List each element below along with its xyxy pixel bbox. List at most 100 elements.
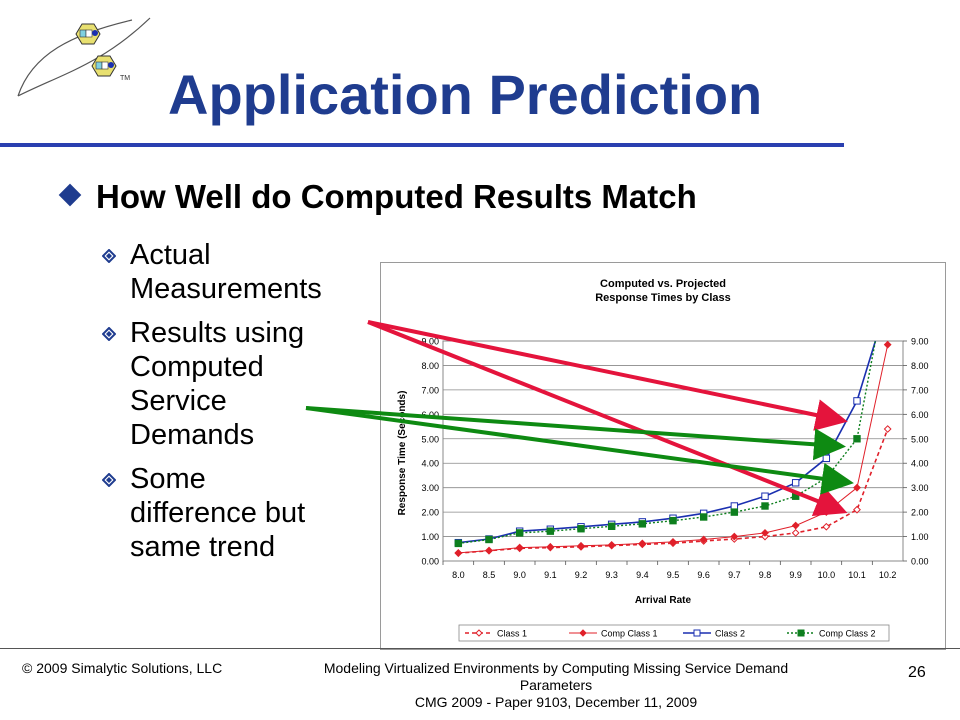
legend-label: Class 1 (497, 629, 527, 639)
sub-bullet-line: Demands (130, 419, 255, 451)
x-tick-label: 8.0 (452, 570, 465, 580)
y-axis-label: Response Time (Seconds) (397, 391, 408, 516)
x-tick-label: 9.4 (636, 570, 649, 580)
x-tick-label: 10.1 (848, 570, 866, 580)
data-point (730, 532, 739, 541)
y-tick-label-left: 2.00 (421, 508, 439, 518)
data-point (485, 535, 493, 544)
legend-label: Comp Class 2 (819, 629, 876, 639)
data-point (822, 474, 831, 482)
y-tick-label-left: 9.00 (421, 337, 439, 347)
logo-hexagon-bottom (91, 55, 117, 77)
y-tick-label-right: 4.00 (911, 459, 929, 469)
y-tick-label-right: 3.00 (911, 483, 929, 493)
data-point (791, 521, 800, 530)
sub-bullet-icon (102, 327, 116, 341)
company-logo: TM (17, 17, 151, 97)
y-tick-label-left: 6.00 (421, 410, 439, 420)
sub-bullet-list: Actual Measurements Results using Comput… (102, 238, 362, 574)
legend-swatch-marker (579, 629, 587, 637)
chart-subtitle: Response Times by Class (595, 292, 731, 304)
series-line (458, 428, 889, 554)
x-tick-label: 9.9 (789, 570, 802, 580)
x-tick-label: 10.0 (818, 570, 836, 580)
x-tick-label: 9.3 (605, 570, 618, 580)
data-point (454, 539, 463, 548)
sub-bullet-computed: Results using Computed Service Demands (102, 316, 362, 452)
y-tick-label-right: 2.00 (911, 508, 929, 518)
x-tick-label: 9.2 (575, 570, 588, 580)
x-tick-label: 9.8 (759, 570, 772, 580)
x-tick-label: 9.5 (667, 570, 680, 580)
data-point (853, 397, 861, 405)
data-point (607, 522, 616, 530)
sub-bullet-line: Service (130, 385, 227, 417)
logo-swoosh (17, 17, 151, 97)
legend-item: Comp Class 1 (569, 629, 658, 639)
x-tick-label: 10.2 (879, 570, 897, 580)
footer-line-2: CMG 2009 - Paper 9103, December 11, 2009 (414, 694, 698, 710)
data-point (485, 546, 493, 555)
y-tick-label-left: 1.00 (421, 532, 439, 542)
sub-bullet-line: Computed (130, 351, 264, 383)
diamond-bullet-icon (58, 183, 82, 207)
y-tick-label-right: 0.00 (911, 557, 929, 567)
sub-bullet-actual: Actual Measurements (102, 238, 362, 306)
y-tick-label-right: 6.00 (911, 410, 929, 420)
y-tick-label-right: 9.00 (911, 337, 929, 347)
chart-frame: Computed vs. Projected Response Times by… (380, 262, 946, 650)
sub-bullet-difference: Some difference but same trend (102, 462, 362, 564)
data-point (883, 340, 892, 349)
sub-bullet-line: Actual (130, 239, 211, 271)
data-point (546, 542, 555, 551)
data-point (454, 549, 463, 557)
y-tick-label-right: 1.00 (911, 532, 929, 542)
x-tick-label: 9.1 (544, 570, 557, 580)
plot-area (442, 340, 904, 562)
y-tick-label-right: 5.00 (911, 434, 929, 444)
data-point (761, 492, 769, 500)
x-tick-label: 9.7 (728, 570, 741, 580)
sub-bullet-line: Measurements (130, 273, 322, 305)
y-tick-label-left: 0.00 (421, 557, 439, 567)
y-tick-label-right: 7.00 (911, 385, 929, 395)
chart-title: Computed vs. Projected (600, 278, 726, 290)
data-point (791, 479, 800, 487)
response-time-chart: Computed vs. Projected Response Times by… (397, 278, 929, 642)
title-divider (0, 143, 844, 147)
x-axis-label: Arrival Rate (635, 595, 692, 606)
legend-label: Comp Class 1 (601, 629, 658, 639)
sub-bullet-line: same trend (130, 531, 276, 563)
data-point (730, 502, 739, 510)
legend-item: Class 2 (683, 629, 745, 639)
data-point (515, 529, 524, 537)
data-point (699, 513, 708, 521)
data-point (577, 525, 585, 533)
data-point (791, 528, 800, 537)
data-point (669, 516, 677, 525)
x-tick-label: 9.0 (513, 570, 526, 580)
legend-swatch-marker (693, 629, 701, 637)
sub-bullet-icon (102, 473, 116, 487)
data-point (761, 502, 769, 510)
y-tick-label-left: 5.00 (421, 434, 439, 444)
data-point (546, 527, 555, 535)
data-point (761, 528, 769, 537)
legend-box (458, 624, 890, 642)
y-tick-label-right: 8.00 (911, 361, 929, 371)
y-tick-label-left: 7.00 (421, 385, 439, 395)
sub-bullet-icon (102, 249, 116, 263)
data-point (853, 483, 861, 492)
footer-copyright: © 2009 Simalytic Solutions, LLC (22, 660, 223, 676)
data-point (791, 492, 800, 500)
data-point (822, 454, 831, 463)
data-point (699, 535, 708, 544)
data-point (853, 435, 861, 443)
data-point (515, 543, 524, 552)
legend-swatch-marker (797, 629, 805, 637)
logo-hexagon-top (75, 23, 101, 45)
data-point (883, 425, 892, 433)
page-number: 26 (908, 664, 926, 681)
sub-bullet-line: Results using (130, 317, 305, 349)
series-comp-class-2 (454, 340, 877, 548)
